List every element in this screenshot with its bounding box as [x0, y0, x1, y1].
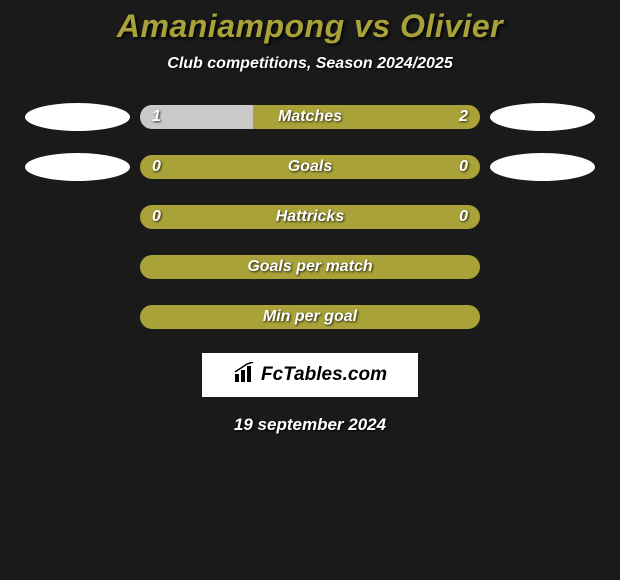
spacer	[25, 253, 130, 281]
stat-row: 1Matches2	[0, 103, 620, 131]
stat-bar: 1Matches2	[140, 105, 480, 129]
stat-label: Matches	[140, 108, 480, 126]
watermark-badge: FcTables.com	[202, 353, 418, 397]
player-right-marker	[490, 103, 595, 131]
stat-right-value: 0	[459, 208, 468, 226]
stats-list: 1Matches20Goals00Hattricks0Goals per mat…	[0, 103, 620, 331]
stat-label: Hattricks	[140, 208, 480, 226]
stat-bar: Goals per match	[140, 255, 480, 279]
stat-label: Min per goal	[140, 308, 480, 326]
stat-bar: 0Hattricks0	[140, 205, 480, 229]
player-right-marker	[490, 153, 595, 181]
stat-row: 0Goals0	[0, 153, 620, 181]
date-label: 19 september 2024	[0, 415, 620, 435]
stat-bar: Min per goal	[140, 305, 480, 329]
stat-bar: 0Goals0	[140, 155, 480, 179]
stat-right-value: 0	[459, 158, 468, 176]
player-left-marker	[25, 153, 130, 181]
spacer	[25, 203, 130, 231]
player-left-marker	[25, 103, 130, 131]
watermark-text: FcTables.com	[261, 364, 387, 386]
bar-chart-icon	[233, 362, 257, 388]
stat-label: Goals	[140, 158, 480, 176]
spacer	[490, 253, 595, 281]
stat-label: Goals per match	[140, 258, 480, 276]
spacer	[490, 203, 595, 231]
stat-row: Min per goal	[0, 303, 620, 331]
stat-row: Goals per match	[0, 253, 620, 281]
spacer	[490, 303, 595, 331]
comparison-card: Amaniampong vs Olivier Club competitions…	[0, 0, 620, 435]
spacer	[25, 303, 130, 331]
stat-right-value: 2	[459, 108, 468, 126]
subtitle: Club competitions, Season 2024/2025	[0, 55, 620, 73]
page-title: Amaniampong vs Olivier	[0, 8, 620, 45]
stat-row: 0Hattricks0	[0, 203, 620, 231]
